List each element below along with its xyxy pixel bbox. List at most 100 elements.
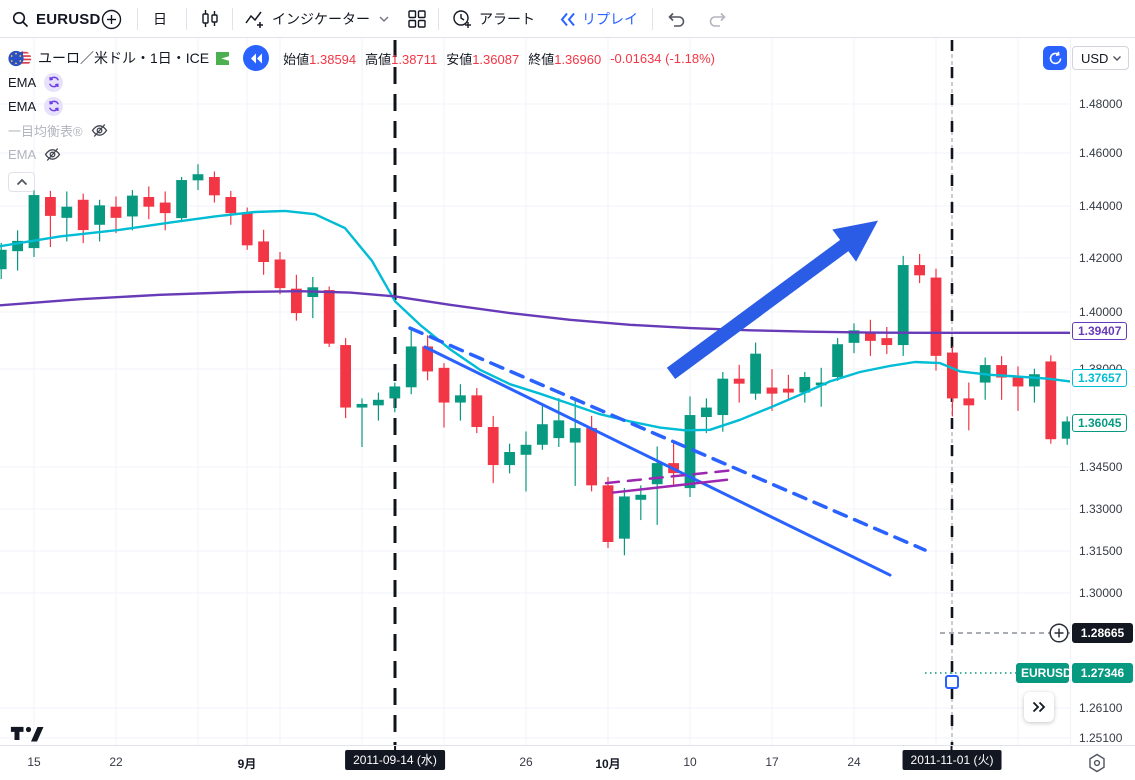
chart-pane[interactable]	[0, 38, 1070, 745]
interval-button[interactable]: 日	[153, 0, 167, 38]
replay-rewind-circle-button[interactable]	[243, 45, 270, 71]
toolbar-separator	[137, 8, 138, 30]
price-tick-label: 1.42000	[1079, 251, 1123, 265]
chart-title: ユーロ／米ドル・1日・ICE	[38, 50, 210, 66]
visibility-eye-off-button[interactable]	[91, 123, 108, 138]
ema-fast-line	[0, 209, 1070, 432]
alert-label: アラート	[479, 11, 535, 27]
add-alert-button[interactable]	[1049, 623, 1069, 643]
timezone-settings-button[interactable]	[1086, 752, 1108, 779]
price-tick-label: 1.34500	[1079, 460, 1123, 474]
indicator-label: EMA	[8, 146, 37, 162]
currency-conversion-button[interactable]	[1043, 46, 1067, 70]
replay-position-handle[interactable]	[945, 675, 959, 689]
redo-button[interactable]	[708, 0, 728, 38]
currency-dropdown[interactable]: USD	[1072, 46, 1129, 70]
add-symbol-button[interactable]	[101, 0, 122, 38]
price-tick-label: 1.40000	[1079, 305, 1123, 319]
change-value: -0.01634 (-1.18%)	[610, 50, 715, 66]
top-toolbar: EURUSD 日 インジケーター アラート リプレイ	[0, 0, 1135, 38]
alert-button[interactable]: アラート	[451, 0, 535, 38]
time-tick-label: 9月	[237, 757, 257, 771]
chart-area: ユーロ／米ドル・1日・ICE 始値1.38594 高値1.38711 安値1.360…	[0, 38, 1135, 745]
price-tick-label: 1.30000	[1079, 586, 1123, 600]
double-chevron-right-icon	[1032, 701, 1046, 713]
candlestick-series	[0, 164, 1070, 556]
price-tick-label: 1.25100	[1079, 731, 1123, 745]
layout-grid-icon	[408, 10, 426, 28]
rewind-icon	[250, 53, 262, 63]
indicator-legend-row[interactable]: EMA	[8, 142, 715, 166]
ema-slow-line	[0, 289, 1070, 334]
indicator-templates-button[interactable]	[406, 0, 428, 38]
price-label-chip: 1.27346	[1072, 663, 1133, 683]
replay-button[interactable]: リプレイ	[558, 0, 638, 38]
symbol-legend-row[interactable]: ユーロ／米ドル・1日・ICE 始値1.38594 高値1.38711 安値1.360…	[8, 45, 715, 71]
plus-circle-icon	[101, 9, 122, 29]
price-tick-label: 1.44000	[1079, 199, 1123, 213]
currency-value: USD	[1081, 50, 1109, 66]
date-label-chip: 2011-11-01 (火)	[902, 746, 1002, 770]
indicator-loading-spinner-icon	[44, 96, 64, 116]
toolbar-separator	[186, 8, 187, 30]
price-label-chip: 1.39407	[1072, 322, 1128, 340]
price-label-chip: 1.36045	[1072, 414, 1128, 432]
indicator-label: EMA	[8, 74, 37, 90]
time-axis[interactable]: 15 22 9月 26 10月 10 17 24 2011-09-14 (水) 2011-11-0…	[0, 745, 1135, 780]
arrow-shaft	[666, 232, 859, 380]
price-chip-symbol-prefix: EURUSD	[1016, 663, 1072, 683]
price-tick-label: 1.48000	[1079, 97, 1123, 111]
settings-hexagon-icon	[1089, 753, 1105, 773]
indicator-legend-rows: EMA EMA 一目均衡表® EMA	[8, 70, 715, 166]
indicator-legend-row[interactable]: EMA	[8, 70, 715, 94]
ohlc-pair: 始値1.38594	[283, 51, 357, 67]
ohlc-pair: 終値1.36960	[528, 51, 602, 67]
arrow-head	[832, 220, 878, 262]
undo-icon	[668, 12, 685, 27]
redo-icon	[709, 12, 726, 27]
scroll-to-latest-button[interactable]	[1024, 692, 1054, 722]
convert-arrows-icon	[1049, 51, 1061, 64]
trendline-drawings	[408, 326, 927, 577]
indicator-loading-spinner-icon	[44, 72, 64, 92]
chevron-up-icon	[16, 178, 27, 186]
symbol-name: EURUSD	[36, 10, 101, 28]
ohlc-pair: 高値1.38711	[365, 51, 438, 67]
time-tick-label: 10月	[595, 757, 621, 771]
price-tick-label: 1.26100	[1079, 701, 1123, 715]
time-tick-label: 15	[27, 755, 41, 769]
price-tick-label: 1.46000	[1079, 146, 1123, 160]
time-tick-label: 26	[519, 755, 533, 769]
eurusd-flags-icon	[8, 50, 32, 66]
indicators-label: インジケーター	[272, 11, 370, 27]
indicators-button[interactable]: インジケーター	[244, 0, 390, 38]
alert-clock-icon	[453, 10, 471, 28]
time-tick-label: 24	[847, 755, 861, 769]
chevron-down-icon	[1113, 56, 1121, 61]
price-tick-label: 1.33000	[1079, 502, 1123, 516]
legend-collapse-button[interactable]	[8, 172, 35, 192]
toolbar-separator	[438, 8, 439, 30]
ohlc-pair: 安値1.36087	[446, 51, 520, 67]
price-tick-label: 1.31500	[1079, 544, 1123, 558]
price-axis[interactable]: 1.480001.460001.440001.420001.400001.380…	[1070, 38, 1135, 745]
symbol-search-button[interactable]: EURUSD	[12, 0, 101, 38]
chevron-down-icon	[379, 16, 389, 23]
visibility-eye-off-button[interactable]	[44, 147, 61, 162]
candlestick-chart-icon	[202, 10, 218, 27]
undo-button[interactable]	[666, 0, 686, 38]
tradingview-logo[interactable]	[10, 726, 46, 748]
chart-type-button[interactable]	[199, 0, 221, 38]
indicator-legend-row[interactable]: EMA	[8, 94, 715, 118]
tradingview-logo-icon	[10, 726, 44, 742]
time-tick-label: 17	[765, 755, 779, 769]
indicator-label: 一目均衡表®	[8, 123, 83, 139]
indicators-icon	[245, 11, 263, 28]
indicator-label: EMA	[8, 98, 37, 114]
interval-label: 日	[153, 11, 167, 27]
indicator-legend-row[interactable]: 一目均衡表®	[8, 118, 715, 142]
replay-rewind-icon	[560, 12, 575, 26]
toolbar-separator	[232, 8, 233, 30]
toolbar-separator	[652, 8, 653, 30]
